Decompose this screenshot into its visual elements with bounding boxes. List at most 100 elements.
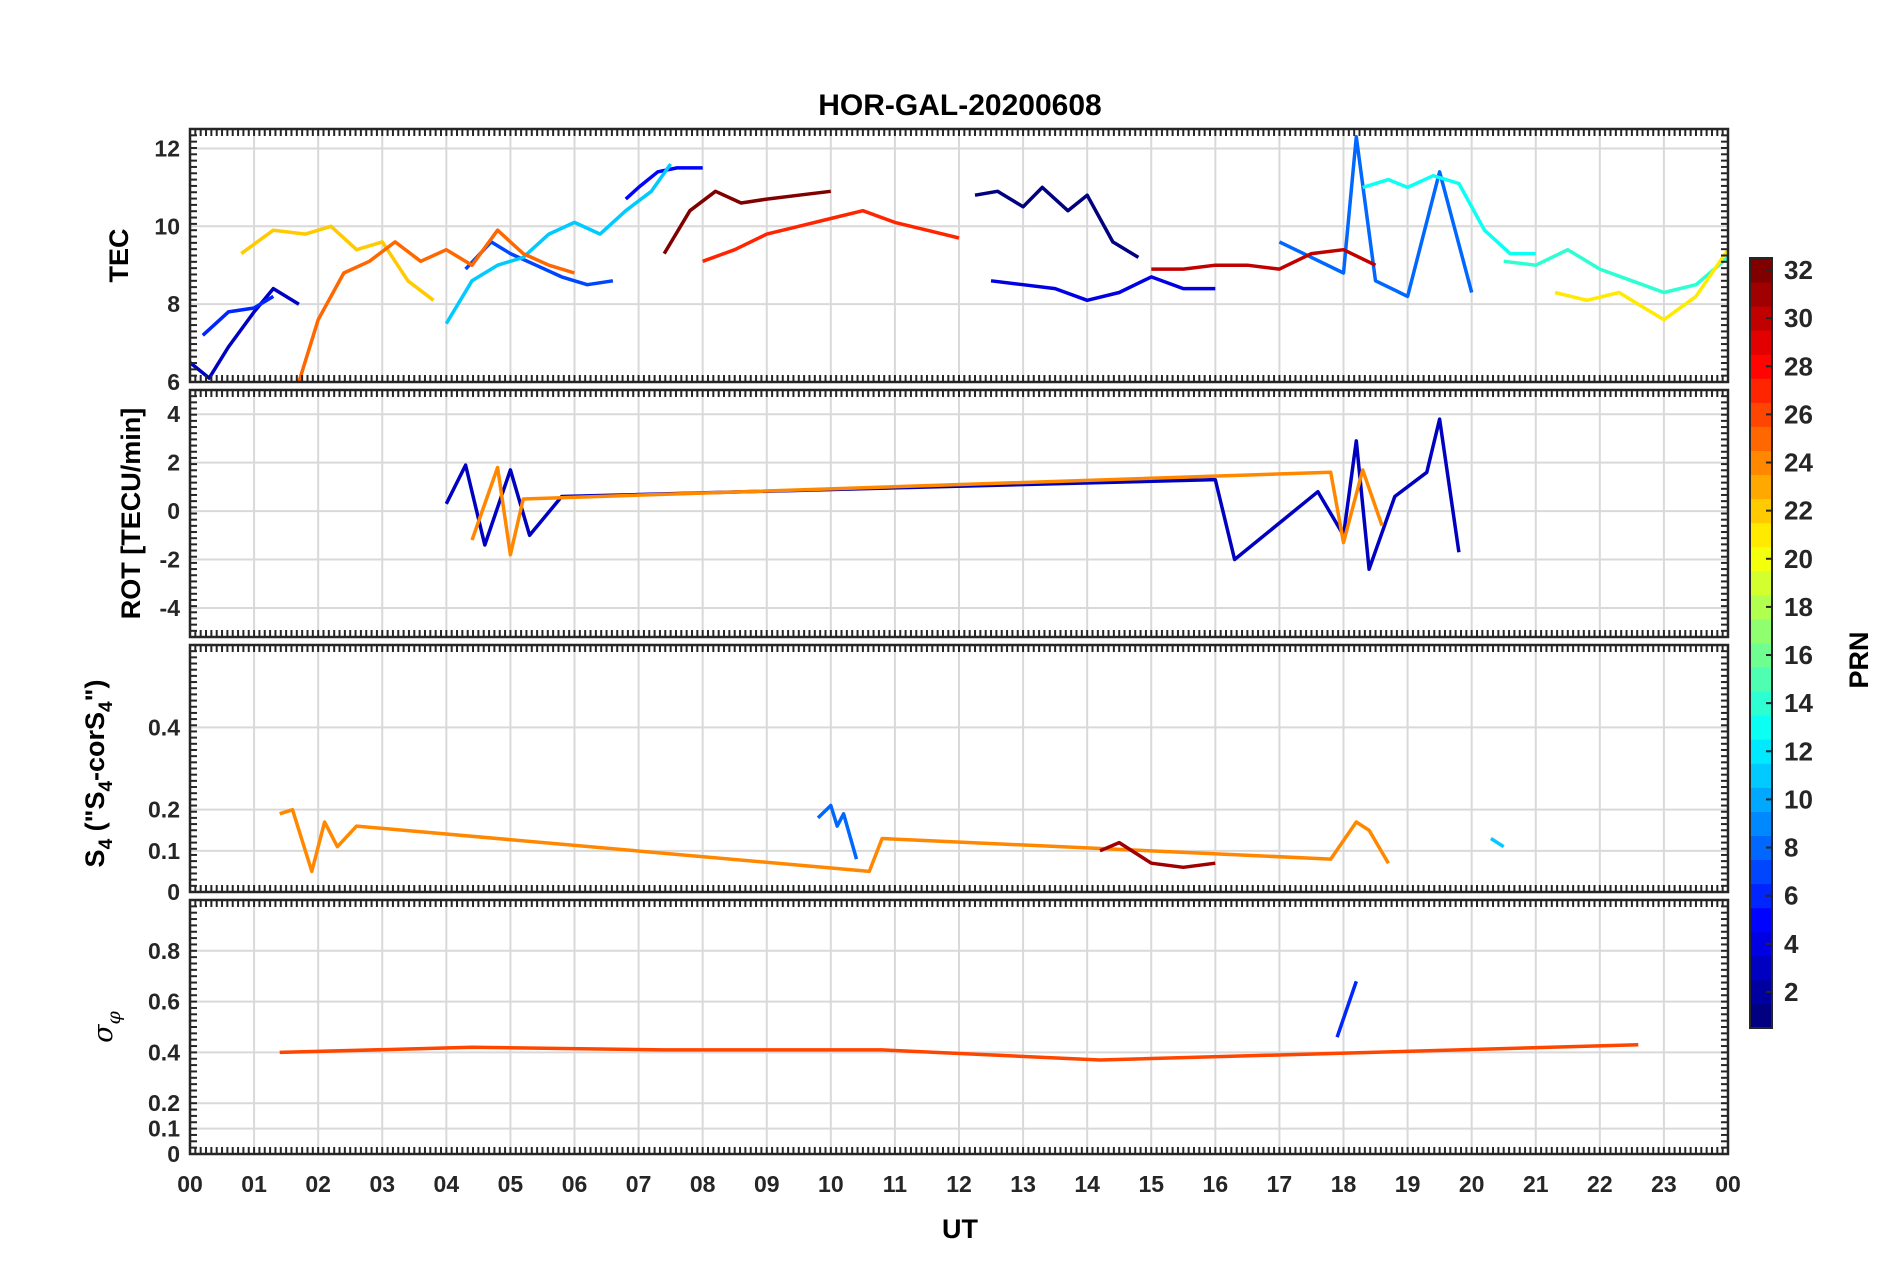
x-tick-label: 19 [1395, 1171, 1421, 1197]
y-axis-label: σφ [88, 1010, 125, 1042]
series-group [279, 803, 1505, 874]
colorbar-segment [1750, 402, 1772, 427]
series-prn-24 [279, 807, 1390, 874]
colorbar-segment [1750, 979, 1772, 1005]
colorbar-segment [1750, 859, 1772, 885]
colorbar-tick-label: 22 [1784, 496, 1813, 526]
x-tick-label: 01 [241, 1171, 267, 1197]
colorbar-segment [1750, 715, 1772, 740]
colorbar-segment [1750, 378, 1772, 403]
colorbar-label: PRN [1844, 631, 1874, 688]
y-tick-label: 10 [154, 213, 180, 239]
colorbar-segment [1750, 787, 1772, 812]
colorbar-segment [1750, 354, 1772, 379]
y-axis-label: S4 ("S4-corS4") [80, 680, 117, 868]
y-tick-label: 0.1 [148, 1116, 180, 1142]
x-axis-label: UT [942, 1214, 978, 1244]
x-tick-label: 05 [498, 1171, 524, 1197]
colorbar-tick-label: 30 [1784, 303, 1813, 333]
x-tick-label: 12 [946, 1171, 972, 1197]
panel-TEC: 6 8 10 12 TEC [104, 127, 1730, 395]
series-prn-31 [1099, 840, 1216, 870]
series-prn-13 [1362, 173, 1536, 256]
y-tick-label: 6 [167, 369, 180, 395]
series-prn-32 [662, 189, 832, 255]
panel-sigma_phi: 00.10.2 0.4 0.6 0.8 σφ [88, 898, 1730, 1167]
series-prn-8 [1278, 135, 1474, 299]
series-prn-21 [1554, 248, 1730, 322]
x-tick-label: 09 [754, 1171, 780, 1197]
series-prn-22 [240, 224, 435, 302]
series-group [279, 980, 1639, 1062]
series-prn-8 [816, 803, 859, 860]
series-group [444, 417, 1461, 571]
x-tick-label: 07 [626, 1171, 652, 1197]
colorbar-segment [1750, 546, 1772, 572]
colorbar-tick-label: 14 [1784, 688, 1813, 718]
axes-frame [188, 898, 1730, 1156]
y-tick-label: 0.1 [148, 838, 180, 864]
colorbar-tick-label: 8 [1784, 833, 1798, 863]
series-prn-24 [470, 465, 1384, 557]
x-tick-label: 10 [818, 1171, 844, 1197]
y-tick-label: 0.2 [148, 797, 180, 823]
series-prn-1 [974, 185, 1140, 259]
colorbar-segment [1750, 570, 1772, 596]
colorbar-tick-label: 32 [1784, 255, 1813, 285]
y-tick-label: 0 [167, 879, 180, 905]
y-tick-label: 0.4 [148, 1039, 180, 1065]
colorbar-segment [1750, 931, 1772, 957]
series-prn-25 [297, 228, 576, 383]
x-tick-label: 23 [1651, 1171, 1677, 1197]
colorbar-tick-label: 16 [1784, 640, 1813, 670]
series-group [188, 135, 1730, 383]
colorbar-segment [1750, 955, 1772, 981]
y-tick-label: 0.6 [148, 989, 180, 1015]
colorbar-segment [1750, 739, 1772, 764]
x-tick-label: 08 [690, 1171, 716, 1197]
x-tick-label: 16 [1203, 1171, 1229, 1197]
series-prn-4 [990, 275, 1216, 303]
x-tick-label: 11 [883, 1171, 908, 1197]
y-axis-label: ROT [TECU/min] [116, 408, 146, 619]
series-prn-6 [201, 294, 275, 337]
colorbar-tick-label: 10 [1784, 784, 1813, 814]
colorbar-segment [1750, 522, 1772, 548]
colorbar-segment [1750, 330, 1772, 355]
colorbar-tick-label: 24 [1784, 448, 1813, 478]
y-tick-label: 0.8 [148, 938, 180, 964]
x-tick-label: 21 [1523, 1171, 1549, 1197]
x-tick-label: 22 [1587, 1171, 1613, 1197]
colorbar-segment [1750, 1003, 1772, 1029]
series-prn-26 [279, 1043, 1639, 1062]
x-tick-label: 18 [1331, 1171, 1357, 1197]
colorbar-segment [1750, 763, 1772, 788]
colorbar-tick-label: 20 [1784, 544, 1813, 574]
x-tick-label: 06 [562, 1171, 588, 1197]
y-tick-label: 2 [167, 450, 180, 476]
series-prn-14 [1503, 247, 1730, 295]
colorbar-segment [1750, 691, 1772, 716]
colorbar-segment [1750, 306, 1772, 331]
panel-ROT: -4 -2 0 2 4 ROT [TECU/min] [116, 388, 1730, 639]
series-prn-30 [1151, 247, 1377, 271]
colorbar-tick-label: 26 [1784, 399, 1813, 429]
x-tick-label: 14 [1074, 1171, 1100, 1197]
panel-S4: 0 0.1 0.2 0.4 S4 ("S4-corS4") [80, 643, 1730, 905]
y-tick-label: -4 [160, 595, 181, 621]
x-tick-label: 04 [434, 1171, 460, 1197]
colorbar-segment [1750, 498, 1772, 524]
colorbar-segment [1750, 883, 1772, 909]
colorbar-frame [1749, 257, 1773, 1029]
axes-frame [188, 643, 1730, 894]
colorbar-segment [1750, 450, 1772, 476]
x-tick-label: 20 [1459, 1171, 1485, 1197]
colorbar-tick-label: 2 [1784, 977, 1798, 1007]
x-tick-label: 00 [177, 1171, 203, 1197]
colorbar-segment [1750, 618, 1772, 644]
colorbar-segment [1750, 667, 1772, 692]
colorbar-segment [1750, 811, 1772, 836]
y-tick-label: 4 [167, 401, 180, 427]
colorbar-tick-label: 18 [1784, 592, 1813, 622]
series-prn-5 [624, 166, 703, 201]
